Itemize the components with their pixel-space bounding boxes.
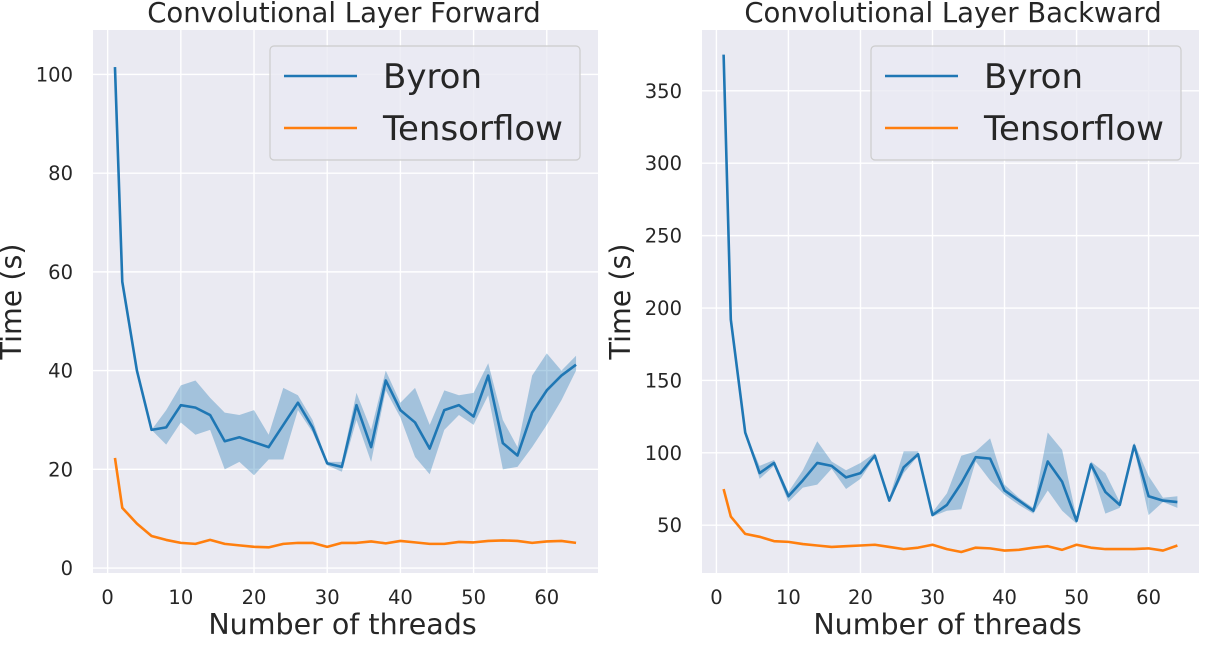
chart-1-x-tick-label: 40 <box>388 586 413 609</box>
chart-2-y-axis-label: Time (s) <box>604 244 637 361</box>
chart-1-x-tick-label: 10 <box>168 586 193 609</box>
chart-1-y-tick-label: 20 <box>48 458 73 481</box>
chart-1-y-tick-label: 60 <box>48 261 73 284</box>
chart-1-x-axis-label: Number of threads <box>208 608 476 641</box>
chart-1-legend-label-byron: Byron <box>383 57 482 97</box>
chart-2-y-tick-label: 250 <box>645 225 682 248</box>
chart-2-legend: Byron Tensorflow <box>870 45 1182 161</box>
chart-2-title: Convolutional Layer Backward <box>744 0 1161 29</box>
chart-2-group: 0 10 20 30 40 50 60 50 100 150 200 250 300 350 Convolu… <box>604 0 1199 641</box>
chart-1-series-byron-confidence-band <box>114 67 577 476</box>
chart-1-x-tick-label: 30 <box>315 586 340 609</box>
chart-1-y-tick-label: 80 <box>48 162 73 185</box>
chart-2-y-tick-label: 150 <box>645 369 682 392</box>
chart-1-y-tick-label: 0 <box>61 557 73 580</box>
chart-1-x-tick-label: 20 <box>242 586 267 609</box>
chart-2-x-axis-label: Number of threads <box>813 608 1081 641</box>
chart-2-series-tensorflow-line <box>722 488 1178 554</box>
chart-1-x-tick-label: 60 <box>534 586 559 609</box>
chart-2-x-tick-label: 0 <box>710 586 722 609</box>
chart-1-group: 0 10 20 30 40 50 60 0 20 40 60 80 100 Convolutional L… <box>0 0 598 641</box>
chart-1-y-axis-label: Time (s) <box>0 244 28 361</box>
chart-2-x-tick-label: 30 <box>920 586 945 609</box>
chart-1-y-tick-label: 100 <box>36 63 73 86</box>
chart-2-y-tick-label: 100 <box>645 442 682 465</box>
chart-2-x-tick-label: 50 <box>1064 586 1089 609</box>
chart-1-y-tick-label: 40 <box>48 360 73 383</box>
chart-1-series-byron-line <box>113 66 577 469</box>
chart-2-y-tick-label: 300 <box>645 152 682 175</box>
chart-2-legend-box <box>870 45 1182 161</box>
chart-1-x-tick-label: 0 <box>101 586 113 609</box>
chart-1-legend-label-tensorflow: Tensorflow <box>382 109 563 149</box>
chart-1-title: Convolutional Layer Forward <box>147 0 541 29</box>
chart-2-y-tick-label: 200 <box>645 297 682 320</box>
chart-1-legend: Byron Tensorflow <box>269 45 581 161</box>
chart-2-y-tick-label: 350 <box>645 80 682 103</box>
chart-2-legend-label-byron: Byron <box>984 57 1083 97</box>
chart-2-legend-label-tensorflow: Tensorflow <box>983 109 1164 149</box>
chart-1-legend-box <box>269 45 581 161</box>
chart-1-x-tick-label: 50 <box>461 586 486 609</box>
chart-2-x-tick-label: 10 <box>776 586 801 609</box>
chart-2-x-tick-label: 20 <box>848 586 873 609</box>
chart-2-y-tick-label: 50 <box>657 514 682 537</box>
chart-2-series-byron-line <box>722 54 1178 523</box>
chart-2-x-tick-label: 40 <box>992 586 1017 609</box>
chart-1-series-tensorflow-line <box>113 457 577 549</box>
chart-2-x-tick-label: 60 <box>1136 586 1161 609</box>
